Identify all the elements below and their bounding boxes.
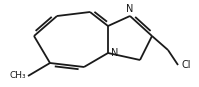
Text: Cl: Cl <box>181 60 190 70</box>
Text: CH₃: CH₃ <box>9 72 26 80</box>
Text: N: N <box>111 48 118 58</box>
Text: N: N <box>126 4 134 14</box>
